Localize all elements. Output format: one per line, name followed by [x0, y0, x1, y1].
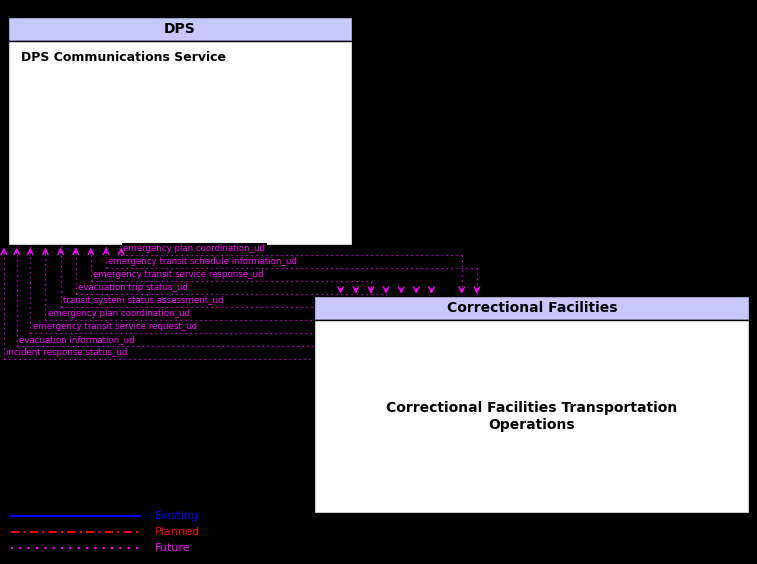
- Text: incident response status_ud: incident response status_ud: [6, 348, 127, 357]
- Bar: [8, 17, 352, 41]
- Text: transit system status assessment_ud: transit system status assessment_ud: [63, 296, 223, 305]
- Bar: [314, 296, 749, 320]
- Text: emergency plan coordination_ud: emergency plan coordination_ud: [48, 309, 190, 318]
- Text: Future: Future: [155, 543, 191, 553]
- Text: evacuation information_ud: evacuation information_ud: [19, 335, 135, 344]
- Text: evacuation trip status_ud: evacuation trip status_ud: [78, 283, 188, 292]
- Bar: [8, 41, 352, 245]
- Text: DPS Communications Service: DPS Communications Service: [21, 51, 226, 64]
- Text: DPS: DPS: [164, 22, 195, 36]
- Text: Existing: Existing: [155, 511, 199, 521]
- Text: Correctional Facilities: Correctional Facilities: [447, 301, 617, 315]
- Text: Correctional Facilities Transportation
Operations: Correctional Facilities Transportation O…: [386, 402, 678, 431]
- Text: emergency transit service request_ud: emergency transit service request_ud: [33, 322, 197, 331]
- Text: Planned: Planned: [155, 527, 200, 537]
- Text: emergency transit schedule information_ud: emergency transit schedule information_u…: [108, 257, 298, 266]
- Text: emergency plan coordination_ud: emergency plan coordination_ud: [123, 244, 266, 253]
- Text: emergency transit service response_ud: emergency transit service response_ud: [93, 270, 263, 279]
- Bar: [314, 320, 749, 513]
